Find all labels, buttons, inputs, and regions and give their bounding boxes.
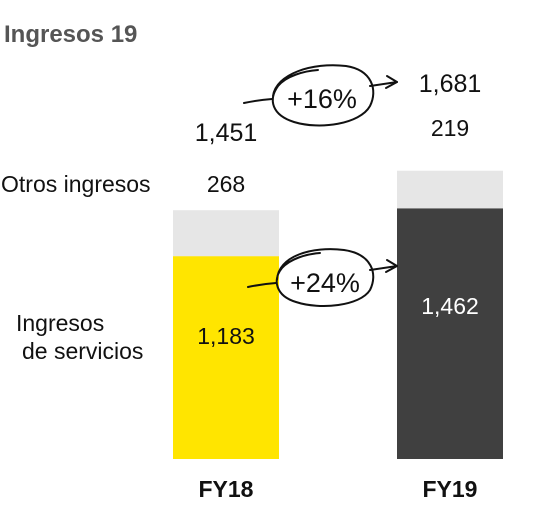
total-label-fy18: 1,451 xyxy=(195,119,258,147)
legend-services-line1: Ingresos xyxy=(16,310,104,336)
category-label-fy19: FY19 xyxy=(423,476,478,502)
growth-circle-services xyxy=(275,248,375,307)
growth-arrowhead-total xyxy=(385,75,398,89)
total-label-fy19: 1,681 xyxy=(419,70,482,98)
other-label-fy18: 268 xyxy=(207,171,245,197)
bar-other-fy18 xyxy=(173,210,279,257)
other-label-fy19: 219 xyxy=(431,115,469,141)
bars-group xyxy=(173,170,503,459)
growth-label-total: +16% xyxy=(287,84,357,114)
legend-services-line2: de servicios xyxy=(22,338,143,364)
chart-title: Ingresos 19 xyxy=(4,21,137,48)
growth-arrow-tail-services xyxy=(247,282,277,288)
bar-services-fy18 xyxy=(173,256,279,459)
bar-other-fy19 xyxy=(397,170,503,209)
legend-other-ingresos: Otros ingresos xyxy=(1,171,151,197)
bar-services-fy19 xyxy=(397,208,503,459)
growth-arrow-tail-total xyxy=(243,98,273,104)
growth-arrowhead-services xyxy=(385,259,398,273)
category-label-fy18: FY18 xyxy=(199,476,254,502)
services-label-fy18: 1,183 xyxy=(197,323,255,349)
growth-label-services: +24% xyxy=(290,268,360,298)
services-label-fy19: 1,462 xyxy=(421,293,479,319)
growth-circle-total xyxy=(271,64,375,127)
